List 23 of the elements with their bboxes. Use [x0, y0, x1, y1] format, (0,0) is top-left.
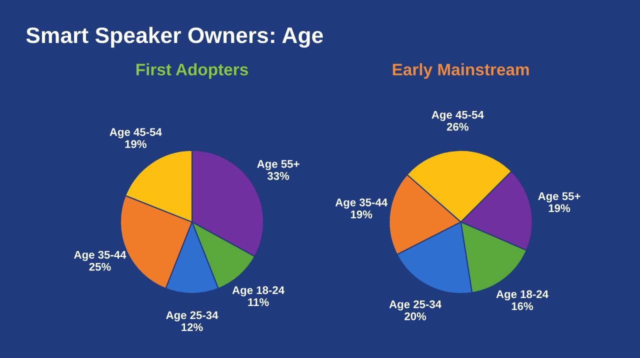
- data-label: 33%: [267, 172, 290, 180]
- slice-label: Age 35-44: [74, 250, 126, 261]
- data-label: 26%: [446, 122, 468, 131]
- data-label: 19%: [125, 140, 146, 148]
- slice-label: Age 25-34: [389, 300, 442, 310]
- data-label: 25%: [89, 262, 111, 271]
- chart-subtitle: First Adopters: [136, 63, 248, 79]
- data-label: 12%: [182, 323, 203, 332]
- slice-label: Age 45-54: [432, 110, 484, 121]
- chart-subtitle: Early Mainstream: [392, 63, 529, 79]
- slice-label: Age 18-24: [232, 286, 284, 296]
- data-label: 20%: [404, 312, 426, 320]
- slice-label: Age 45-54: [110, 128, 162, 138]
- slice-label: Age 35-44: [335, 198, 388, 209]
- data-label: 16%: [512, 302, 534, 310]
- slice-label: Age 55+: [257, 160, 300, 170]
- slice-label: Age 18-24: [496, 290, 548, 300]
- chart-title: Smart Speaker Owners: Age: [26, 26, 323, 48]
- data-label: 11%: [248, 298, 269, 306]
- data-label: 19%: [350, 210, 372, 218]
- slice-label: Age 25-34: [166, 311, 218, 322]
- data-label: 19%: [548, 204, 570, 212]
- slice-label: Age 55+: [538, 192, 580, 202]
